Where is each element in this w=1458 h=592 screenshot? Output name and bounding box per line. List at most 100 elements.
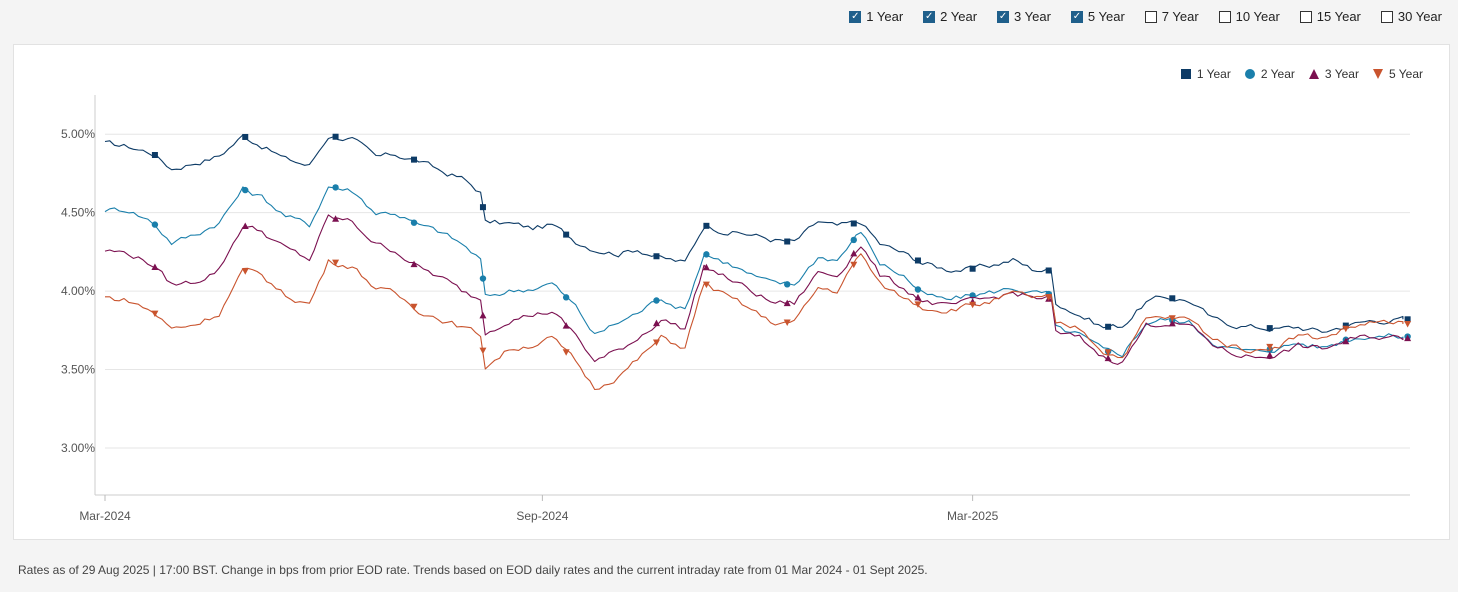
- legend-item-1-year[interactable]: 1 Year: [1180, 67, 1231, 81]
- legend-item-5-year[interactable]: 5 Year: [1372, 67, 1423, 81]
- legend-marker-triangle-up-icon: [1308, 69, 1319, 79]
- toggle-10-year[interactable]: 10 Year: [1218, 9, 1280, 24]
- toggle-label-5-year: 5 Year: [1087, 9, 1125, 24]
- data-point-5-year: [783, 319, 791, 326]
- toggle-2-year[interactable]: ✓ 2 Year: [923, 9, 977, 24]
- checkbox-10-year[interactable]: [1218, 10, 1231, 23]
- data-point-5-year: [1266, 343, 1274, 351]
- data-point-2-year: [242, 186, 249, 194]
- legend-marker-circle-icon: [1244, 69, 1255, 79]
- data-point-1-year: [914, 257, 921, 264]
- data-point-5-year: [969, 301, 977, 309]
- data-point-1-year: [784, 238, 791, 245]
- data-point-5-year: [1168, 315, 1176, 322]
- data-point-1-year: [1045, 267, 1052, 274]
- data-point-5-year: [702, 281, 710, 289]
- data-point-3-year: [1404, 334, 1412, 342]
- checkbox-15-year[interactable]: [1299, 10, 1312, 23]
- data-point-1-year: [1404, 316, 1411, 323]
- data-point-1-year: [703, 222, 710, 229]
- series-toggle-bar: ✓ 1 Year ✓ 2 Year ✓ 3 Year ✓ 5 Year 7 Year 1…: [849, 9, 1442, 24]
- series-line-2-year: [104, 186, 1404, 358]
- data-point-3-year: [1266, 351, 1274, 359]
- data-point-1-year: [479, 204, 486, 211]
- data-point-3-year: [1342, 337, 1350, 345]
- data-point-3-year: [702, 263, 710, 271]
- data-point-5-year: [479, 347, 487, 355]
- checkbox-5-year[interactable]: ✓: [1070, 10, 1083, 23]
- toggle-1-year[interactable]: ✓ 1 Year: [849, 9, 903, 24]
- x-tick-label: Mar-2025: [947, 509, 999, 523]
- y-tick-label: 4.00%: [61, 284, 95, 298]
- y-tick-label: 3.50%: [61, 363, 95, 377]
- checkbox-7-year[interactable]: [1144, 10, 1157, 23]
- data-point-2-year: [151, 221, 159, 228]
- data-point-2-year: [784, 281, 791, 288]
- checkbox-3-year[interactable]: ✓: [997, 10, 1010, 23]
- data-point-1-year: [563, 231, 570, 238]
- data-point-5-year: [410, 303, 418, 311]
- data-point-3-year: [562, 322, 570, 329]
- data-point-3-year: [914, 293, 922, 301]
- data-point-3-year: [850, 249, 858, 257]
- data-point-3-year: [479, 311, 487, 319]
- data-point-2-year: [562, 294, 570, 301]
- x-tick-label: Mar-2024: [79, 509, 131, 523]
- checkbox-1-year[interactable]: ✓: [849, 10, 862, 23]
- toggle-3-year[interactable]: ✓ 3 Year: [997, 9, 1051, 24]
- legend-marker-square-icon: [1180, 69, 1191, 79]
- data-point-1-year: [1342, 322, 1349, 329]
- legend-item-2-year[interactable]: 2 Year: [1244, 67, 1295, 81]
- data-point-3-year: [1104, 354, 1112, 362]
- data-point-2-year: [914, 286, 922, 293]
- data-point-2-year: [850, 236, 857, 244]
- data-point-5-year: [1045, 294, 1053, 301]
- series-line-3-year: [104, 214, 1404, 365]
- toggle-7-year[interactable]: 7 Year: [1144, 9, 1199, 24]
- series-line-1-year: [104, 134, 1404, 333]
- data-point-3-year: [410, 260, 418, 268]
- data-point-2-year: [653, 297, 660, 304]
- data-point-5-year: [332, 259, 340, 267]
- data-point-2-year: [410, 219, 418, 226]
- data-point-3-year: [241, 222, 249, 229]
- series-line-5-year: [105, 253, 1404, 391]
- toggle-label-3-year: 3 Year: [1014, 9, 1051, 24]
- toggle-15-year[interactable]: 15 Year: [1299, 9, 1361, 24]
- data-point-5-year: [1104, 349, 1112, 356]
- y-tick-label: 4.50%: [61, 206, 95, 220]
- data-point-1-year: [850, 220, 857, 227]
- toggle-30-year[interactable]: 30 Year: [1380, 9, 1442, 24]
- data-point-3-year: [1168, 319, 1176, 327]
- chart-panel: 3.00% 3.50% 4.00% 4.50% 5.00% Mar-2024 Sep-202…: [13, 44, 1450, 540]
- data-point-1-year: [151, 152, 158, 158]
- legend-label-2-year: 2 Year: [1260, 67, 1295, 81]
- toggle-label-10-year: 10 Year: [1235, 9, 1280, 24]
- checkbox-30-year[interactable]: [1380, 10, 1393, 23]
- data-point-5-year: [914, 301, 922, 308]
- data-point-3-year: [151, 263, 159, 270]
- legend-label-3-year: 3 Year: [1324, 67, 1359, 81]
- data-point-3-year: [652, 319, 660, 327]
- footer-note: Rates as of 29 Aug 2025 | 17:00 BST. Cha…: [18, 563, 928, 577]
- data-point-5-year: [1404, 321, 1412, 328]
- rates-line-chart: 3.00% 3.50% 4.00% 4.50% 5.00% Mar-2024 Sep-202…: [61, 95, 1412, 523]
- data-point-5-year: [850, 261, 858, 269]
- toggle-label-15-year: 15 Year: [1316, 9, 1361, 24]
- data-point-1-year: [969, 265, 976, 272]
- checkbox-2-year[interactable]: ✓: [923, 10, 936, 23]
- data-point-2-year: [703, 251, 710, 258]
- data-point-1-year: [1169, 295, 1176, 302]
- y-tick-label: 3.00%: [61, 441, 95, 455]
- legend-marker-triangle-down-icon: [1372, 69, 1383, 79]
- legend-item-3-year[interactable]: 3 Year: [1308, 67, 1359, 81]
- legend-label-1-year: 1 Year: [1196, 67, 1231, 81]
- x-tick-label: Sep-2024: [516, 509, 568, 523]
- legend-label-5-year: 5 Year: [1388, 67, 1423, 81]
- data-point-1-year: [1105, 323, 1112, 330]
- data-point-3-year: [783, 299, 791, 307]
- data-point-1-year: [411, 156, 418, 163]
- chart-legend: 1 Year 2 Year 3 Year 5 Year: [1180, 67, 1423, 81]
- data-point-5-year: [562, 349, 570, 356]
- toggle-5-year[interactable]: ✓ 5 Year: [1070, 9, 1125, 24]
